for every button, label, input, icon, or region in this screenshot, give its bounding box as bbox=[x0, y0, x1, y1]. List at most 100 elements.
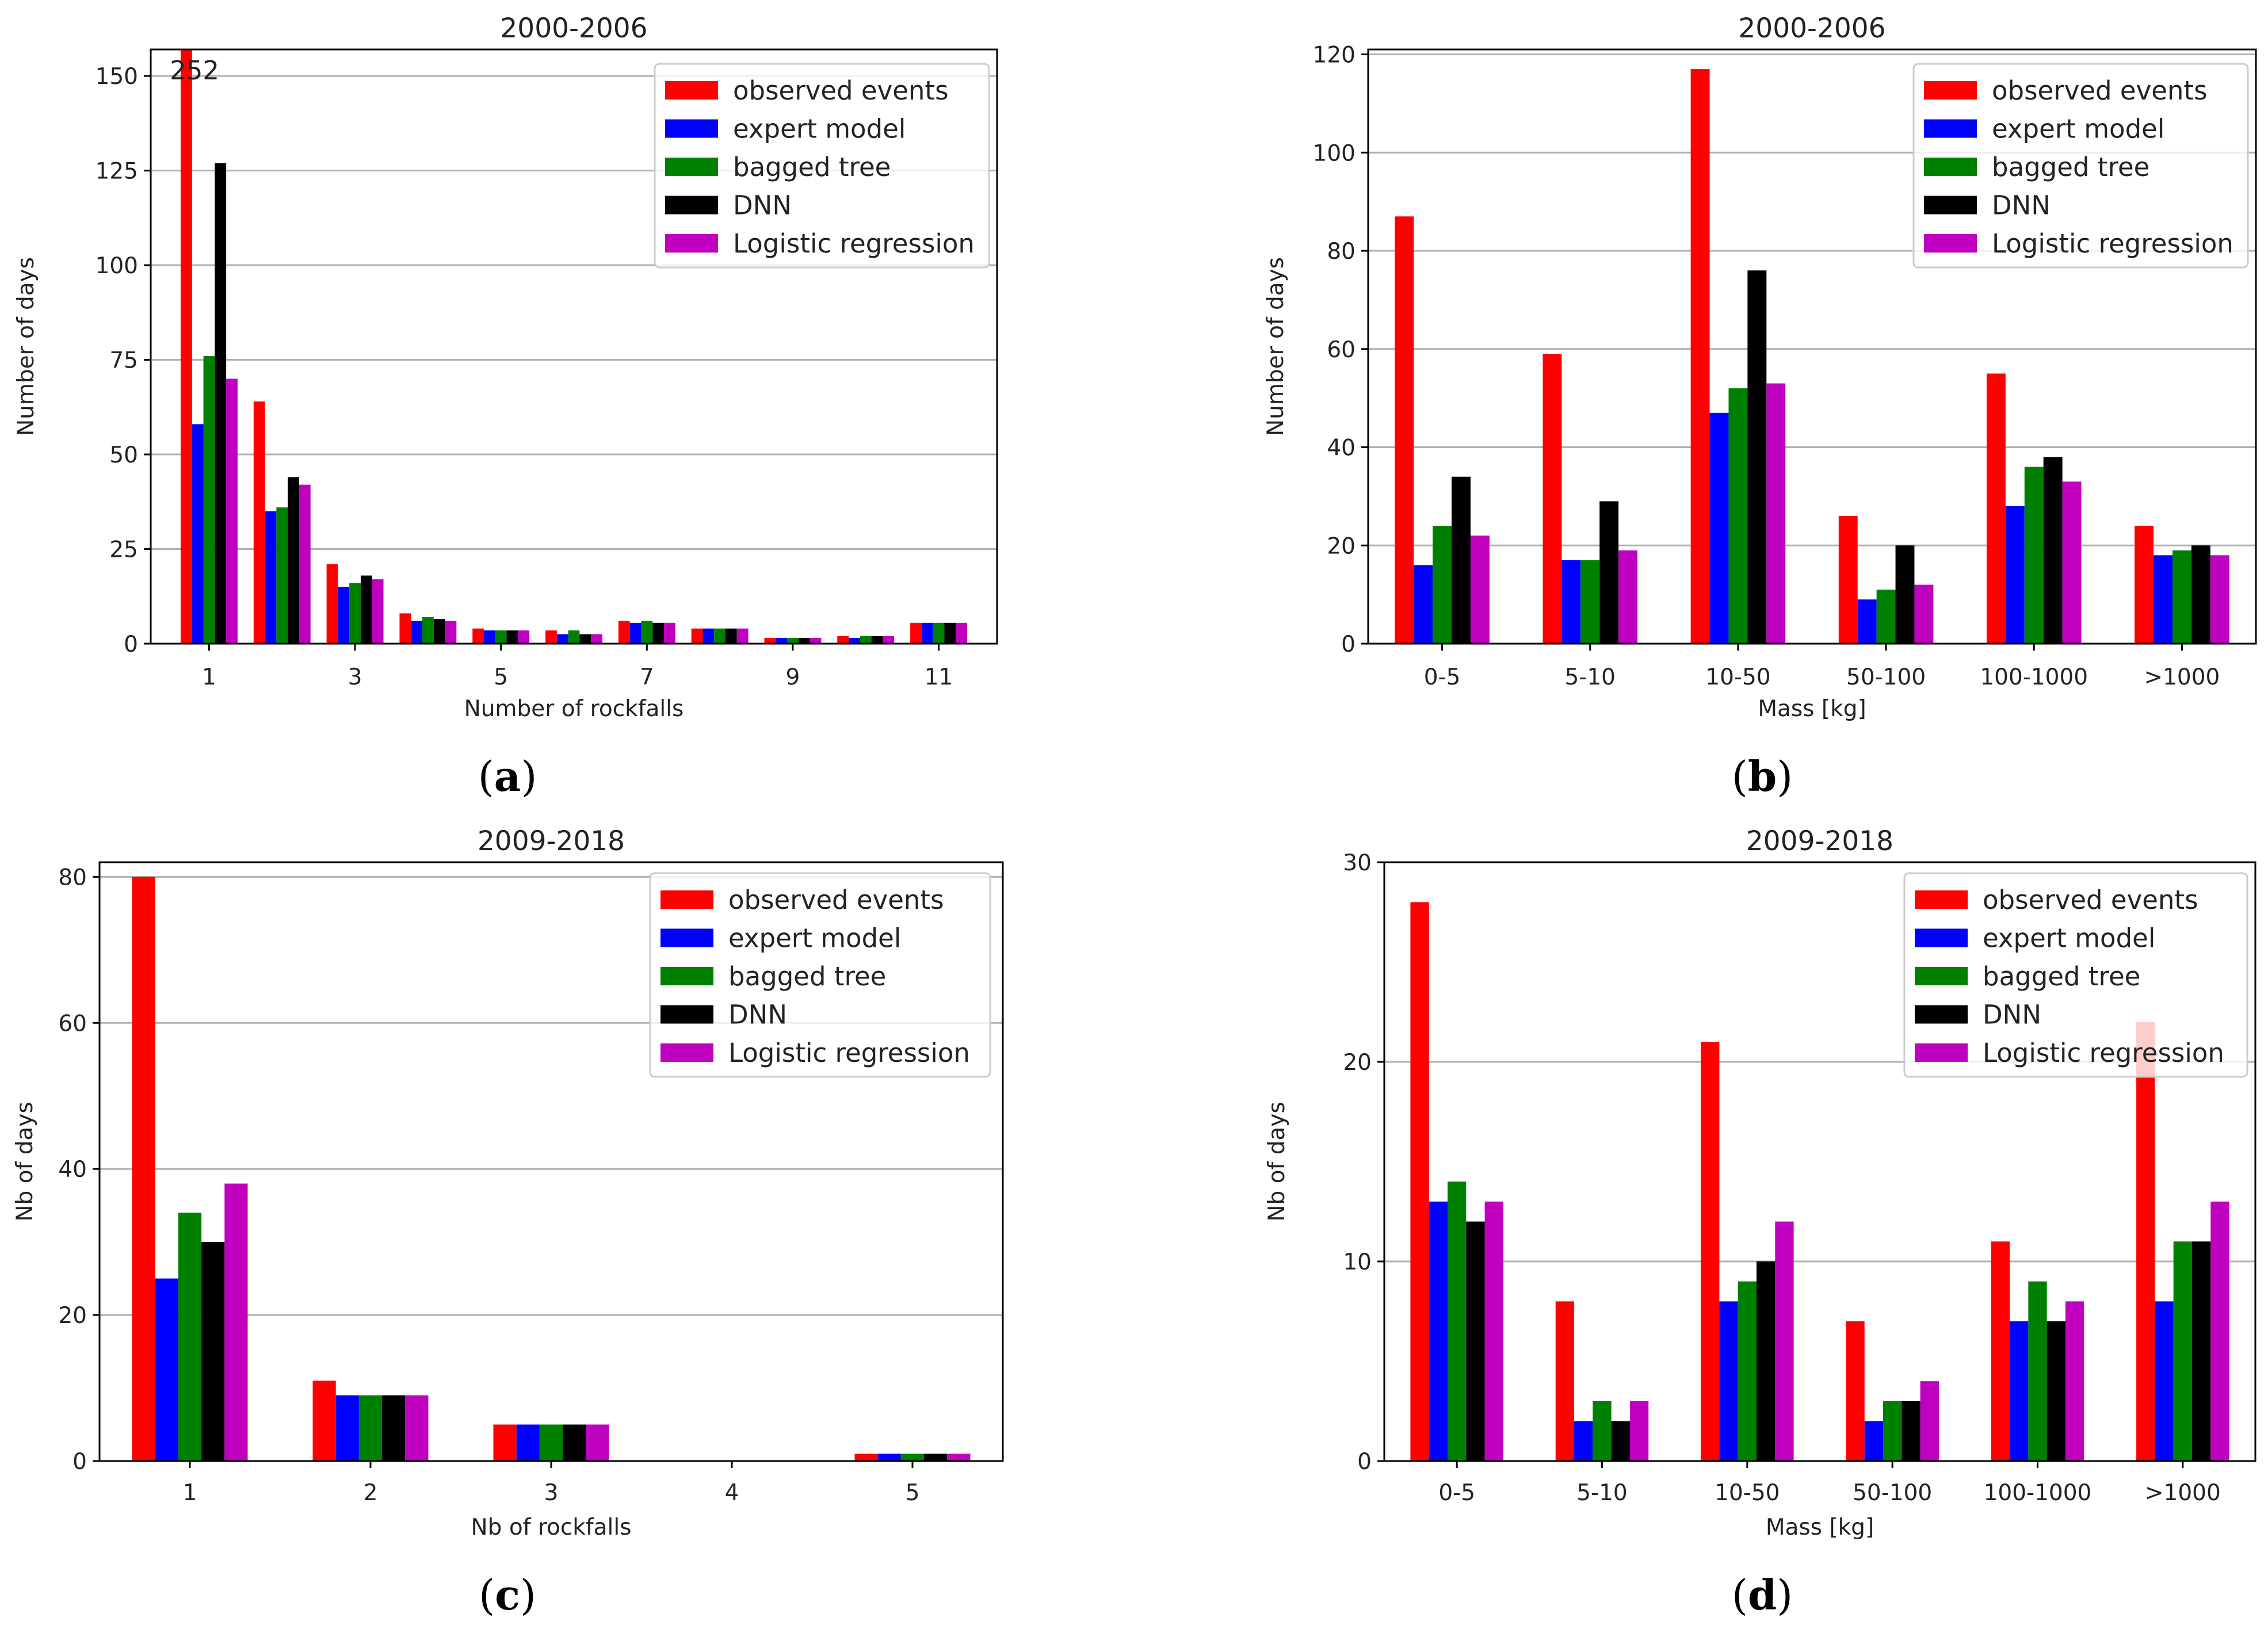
bar-expert-model bbox=[702, 628, 715, 644]
x-tick-label: 1 bbox=[202, 664, 216, 690]
legend-label-observed-events: observed events bbox=[1983, 885, 2198, 915]
legend-swatch-logistic-regression bbox=[665, 234, 718, 253]
x-tick-label: 10-50 bbox=[1705, 664, 1770, 690]
bar-logistic-regression bbox=[1775, 1221, 1794, 1461]
legend-swatch-expert-model bbox=[1915, 928, 1968, 947]
y-tick-label: 120 bbox=[1313, 43, 1356, 68]
bar-bagged-tree bbox=[860, 636, 872, 644]
bar-observed-events bbox=[1701, 1042, 1720, 1461]
chart-panel-a: 0 25 50 75 100 125 150 1 3 5 7 9 11 2000-2006 Number o… bbox=[13, 13, 998, 722]
bar-observed-events bbox=[1690, 69, 1710, 644]
bar-logistic-regression bbox=[1629, 1401, 1649, 1461]
legend-label-expert-model: expert model bbox=[1983, 923, 2155, 954]
bar-observed-events bbox=[691, 628, 703, 644]
x-tick-label: 3 bbox=[348, 664, 362, 690]
legend-label-logistic-regression: Logistic regression bbox=[1992, 228, 2233, 259]
bar-logistic-regression bbox=[956, 622, 968, 644]
bar-logistic-regression bbox=[405, 1395, 429, 1461]
y-tick-label: 60 bbox=[1327, 337, 1356, 363]
y-tick-label: 100 bbox=[1313, 140, 1356, 166]
bar-observed-events bbox=[1991, 1241, 2010, 1461]
y-axis-label: Number of days bbox=[13, 257, 39, 436]
x-tick-label: 0-5 bbox=[1424, 664, 1461, 690]
bar-dnn bbox=[1611, 1421, 1630, 1461]
y-tick-label: 50 bbox=[109, 442, 138, 468]
x-tick-label: >1000 bbox=[2145, 1480, 2221, 1506]
bar-observed-events bbox=[472, 628, 484, 644]
caption-c: (c) bbox=[479, 1570, 536, 1619]
legend-label-observed-events: observed events bbox=[728, 885, 944, 915]
bar-logistic-regression bbox=[591, 634, 602, 644]
bar-bagged-tree bbox=[539, 1424, 563, 1461]
y-tick-label: 0 bbox=[1357, 1449, 1372, 1475]
legend-swatch-dnn bbox=[660, 1005, 713, 1024]
bar-dnn bbox=[1599, 501, 1619, 644]
axes-frame bbox=[1367, 48, 2257, 645]
x-tick-label: 4 bbox=[725, 1480, 739, 1506]
bar-dnn bbox=[798, 638, 810, 644]
x-tick-label: 100-1000 bbox=[1984, 1480, 2092, 1506]
bar-bagged-tree bbox=[178, 1213, 202, 1461]
x-axis-label: Nb of rockfalls bbox=[471, 1515, 632, 1540]
bar-expert-model bbox=[629, 622, 642, 644]
bar-dnn bbox=[2191, 545, 2210, 644]
bar-logistic-regression bbox=[2210, 555, 2229, 644]
bar-dnn bbox=[2191, 1241, 2211, 1461]
bar-observed-events bbox=[253, 401, 265, 644]
chart-panel-b: 0 20 40 60 80 100 120 0-5 5-10 10-50 50-100 100-100… bbox=[1263, 13, 2257, 722]
y-tick-label: 0 bbox=[124, 632, 138, 657]
bar-observed-events bbox=[1395, 216, 1414, 644]
legend-label-logistic-regression: Logistic regression bbox=[733, 228, 975, 259]
bar-dnn bbox=[433, 619, 445, 644]
y-tick-label: 20 bbox=[1327, 533, 1356, 559]
y-tick-label: 20 bbox=[1343, 1050, 1372, 1076]
bar-observed-events bbox=[312, 1381, 336, 1461]
y-axis-label: Nb of days bbox=[1264, 1102, 1290, 1221]
legend-swatch-dnn bbox=[665, 196, 718, 215]
bar-dnn bbox=[579, 634, 591, 644]
bar-logistic-regression bbox=[947, 1454, 971, 1461]
y-tick-label: 0 bbox=[72, 1449, 87, 1475]
legend-label-dnn: DNN bbox=[733, 190, 792, 221]
x-tick-label: 2 bbox=[364, 1480, 378, 1506]
legend: observed events expert model bagged tree DN… bbox=[1903, 872, 2248, 1078]
y-tick-label: 80 bbox=[58, 865, 87, 890]
bar-dnn bbox=[360, 575, 372, 644]
legend-swatch-observed-events bbox=[1924, 81, 1977, 100]
x-tick-label: 5-10 bbox=[1576, 1480, 1628, 1506]
x-tick-label: 0-5 bbox=[1438, 1480, 1475, 1506]
x-tick-label: 9 bbox=[786, 664, 800, 690]
bar-bagged-tree bbox=[641, 621, 653, 644]
legend-label-bagged-tree: bagged tree bbox=[1992, 152, 2149, 182]
chart-panel-d: 0 10 20 30 0-5 5-10 10-50 50-100 100-1000 >1000 20… bbox=[1264, 825, 2256, 1540]
bar-bagged-tree bbox=[1883, 1401, 1902, 1461]
bar-dnn bbox=[288, 477, 299, 644]
x-tick-label: 1 bbox=[183, 1480, 197, 1506]
x-axis-label: Mass [kg] bbox=[1758, 696, 1866, 722]
bar-bagged-tree bbox=[2024, 466, 2044, 644]
bar-dnn bbox=[944, 622, 956, 644]
bar-dnn bbox=[2046, 1321, 2065, 1461]
chart-title: 2009-2018 bbox=[1746, 825, 1893, 857]
x-tick-label: 100-1000 bbox=[1980, 664, 2088, 690]
legend-swatch-logistic-regression bbox=[1924, 234, 1977, 253]
legend-swatch-dnn bbox=[1915, 1005, 1968, 1024]
bar-bagged-tree bbox=[2028, 1281, 2047, 1461]
x-tick-label: 50-100 bbox=[1846, 664, 1926, 690]
bar-logistic-regression bbox=[1618, 550, 1638, 644]
bar-expert-model bbox=[516, 1424, 540, 1461]
x-tick-label: 50-100 bbox=[1853, 1480, 1932, 1506]
bar-expert-model bbox=[265, 511, 277, 644]
bar-expert-model bbox=[2155, 1301, 2174, 1461]
legend-label-bagged-tree: bagged tree bbox=[733, 152, 891, 182]
x-tick-label: 11 bbox=[925, 664, 953, 690]
bar-dnn bbox=[726, 628, 737, 644]
bar-logistic-regression bbox=[2065, 1301, 2084, 1461]
bar-logistic-regression bbox=[518, 630, 530, 644]
axes-frame bbox=[98, 861, 1004, 1462]
bar-logistic-regression bbox=[445, 621, 457, 644]
bar-expert-model bbox=[1574, 1421, 1593, 1461]
axes-frame bbox=[1383, 861, 2256, 1462]
bar-logistic-regression bbox=[299, 484, 311, 644]
x-tick-label: 5 bbox=[906, 1480, 920, 1506]
